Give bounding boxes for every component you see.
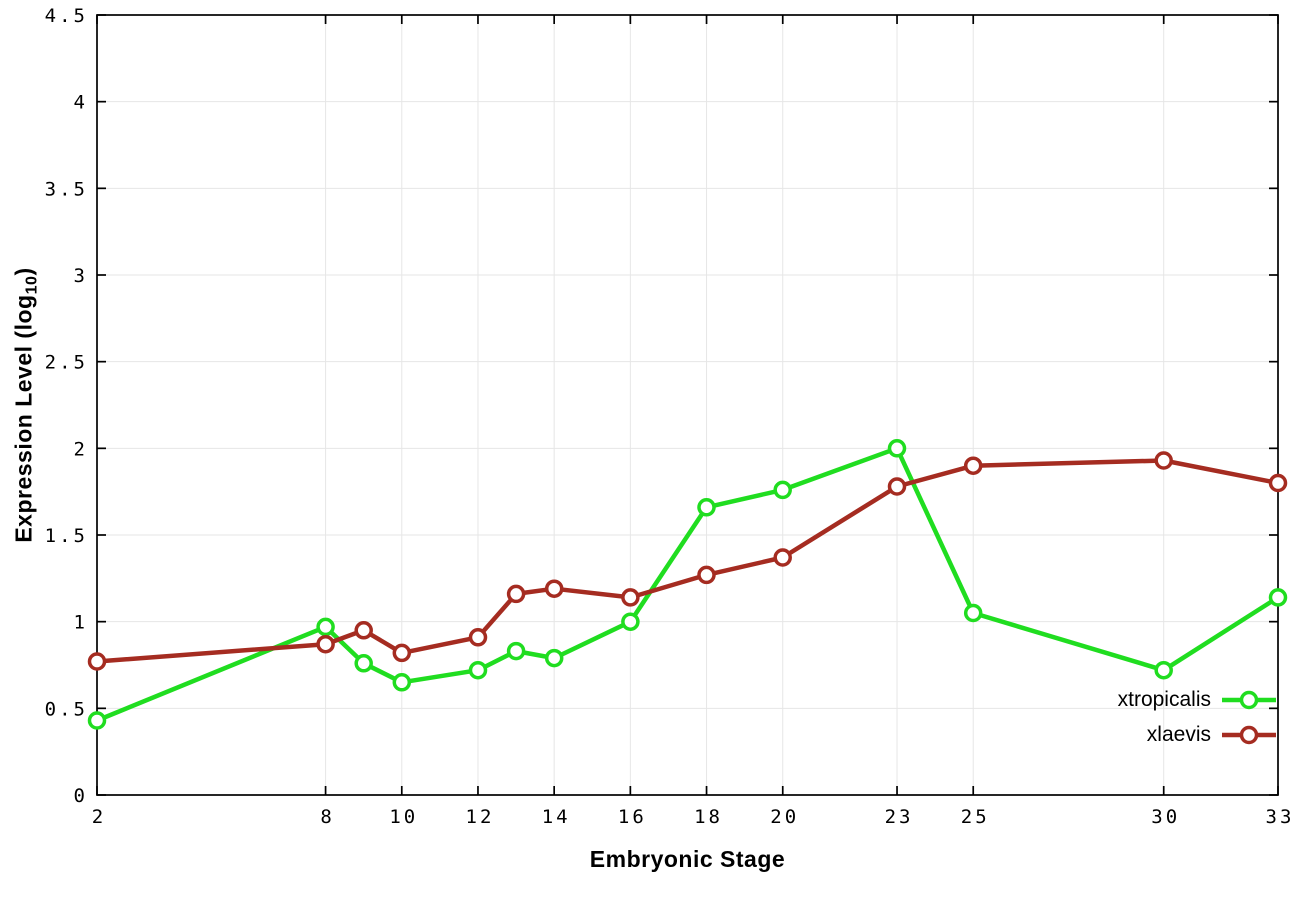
data-point-xtropicalis [468,660,488,680]
data-point-xtropicalis [773,480,792,500]
data-point-xtropicalis [963,603,983,623]
data-point-xlaevis [87,652,107,671]
data-point-xtropicalis [697,498,716,517]
x-tick-label: 33 [1266,806,1295,828]
x-tick-label: 25 [961,806,990,828]
data-point-xtropicalis [544,648,564,668]
x-tick-label: 12 [466,806,495,828]
y-tick-label: 1.5 [45,525,88,547]
y-tick-label: 2 [74,438,88,460]
data-point-xlaevis [697,565,716,585]
series-line-xtropicalis [96,446,1280,723]
legend: xtropicalis xlaevis [1118,687,1278,748]
x-tick-label: 8 [320,806,334,828]
x-tick-label: 18 [694,806,723,828]
y-tick-label: 3 [74,265,88,287]
axis-ticks [96,14,1279,796]
plot-border [96,14,1279,796]
series-xlaevis [87,451,1288,671]
y-axis-title-text: Expression Level (log [10,294,37,543]
data-point-xlaevis [963,456,983,475]
data-point-xtropicalis [316,617,335,637]
data-point-xtropicalis [887,439,907,458]
data-point-xtropicalis [621,612,640,631]
data-point-xlaevis [316,634,335,654]
data-point-xtropicalis [1154,660,1173,680]
x-tick-label: 30 [1151,806,1180,828]
legend-item-xtropicalis: xtropicalis [1118,687,1278,713]
data-point-xlaevis [773,548,792,567]
data-point-xlaevis [354,621,373,640]
y-tick-label: 0 [74,785,88,807]
series-line-xlaevis [96,458,1279,664]
y-tick-label: 3.5 [45,178,88,200]
data-point-xlaevis [468,628,488,647]
legend-marker-xlaevis [1222,725,1276,745]
data-point-xtropicalis [1268,588,1288,607]
data-point-xlaevis [1154,451,1173,470]
y-axis-title-subscript: 10 [22,275,41,295]
data-point-xlaevis [506,584,526,604]
data-point-xlaevis [887,477,907,496]
y-tick-label: 0.5 [45,698,88,720]
x-tick-label: 23 [885,806,914,828]
data-point-xtropicalis [506,641,526,661]
x-tick-label: 2 [92,806,106,828]
data-point-xtropicalis [354,654,373,673]
y-axis-title-close: ) [10,267,37,276]
data-point-xtropicalis [87,711,107,730]
legend-label-xtropicalis: xtropicalis [1117,688,1211,711]
x-axis-title: Embryonic Stage [589,846,786,872]
series-xtropicalis [87,439,1288,730]
data-point-xlaevis [621,588,640,607]
x-tick-label: 16 [618,806,647,828]
legend-label-xlaevis: xlaevis [1146,723,1211,746]
y-tick-label: 1 [74,612,88,634]
x-tick-label: 14 [542,806,571,828]
data-point-xlaevis [1268,473,1288,493]
gridlines [97,15,1278,795]
axis-tick-labels: 0 0.5 1 1.5 2 2.5 3 3.5 4 4.5 2 8 10 12 14 16 18 20 23 25 30… [45,5,1295,828]
data-point-xlaevis [544,579,564,598]
y-axis-title: Expression Level (log10) [11,267,42,542]
x-tick-label: 10 [389,806,418,828]
legend-marker-xtropicalis [1222,690,1276,710]
y-tick-label: 2.5 [45,352,88,374]
legend-item-xlaevis: xlaevis [1147,722,1278,748]
x-tick-label: 20 [770,806,799,828]
data-point-xtropicalis [392,673,412,692]
data-point-xlaevis [392,643,412,663]
y-tick-label: 4 [74,92,88,114]
y-tick-label: 4.5 [45,5,88,27]
